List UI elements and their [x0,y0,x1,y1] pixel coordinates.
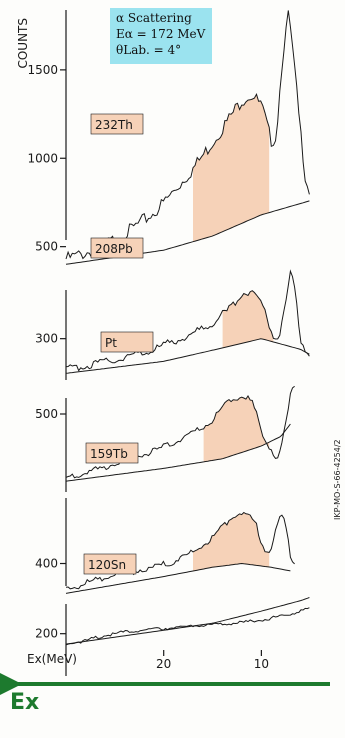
panel-2: 500 Pt [35,331,295,492]
info-line-3: θLab. = 4° [116,43,182,57]
giant-resonance-peak [203,396,270,462]
experiment-info-box: α Scattering Eα = 172 MeV θLab. = 4° [110,8,212,64]
x-tick-label: 10 [254,657,269,671]
nucleus-label-box [90,113,144,135]
y-tick-label: 400 [35,557,58,571]
spectrum-curve [65,607,310,646]
spectrum-curve [65,511,295,590]
nucleus-label-box [85,442,139,464]
y-tick-label: 200 [35,627,58,641]
y-tick-label: 500 [35,240,58,254]
ex-axis-symbol: Ex [10,690,40,715]
giant-resonance-peak [222,290,274,348]
giant-resonance-peak [193,94,270,242]
x-axis-label: Ex(MeV) [27,652,77,666]
nucleus-label: Pt [105,336,117,350]
x-axis: 20 10 [156,650,269,671]
spectrum-curve [65,269,310,372]
nucleus-label-box [90,237,144,259]
info-line-1: α Scattering [116,11,192,25]
y-tick-label: 1000 [27,151,58,165]
giant-resonance-peak [193,512,270,571]
background-curve [65,423,291,482]
y-axis-label: COUNTS [16,18,30,69]
background-curve [65,597,310,645]
background-curve [65,338,310,374]
nucleus-label: 159Tb [90,447,128,461]
y-tick-label: 1500 [27,63,58,77]
background-curve [65,200,310,265]
y-tick-label: 500 [35,407,58,421]
spectrum-curve [65,385,295,479]
panel-3: 400 159Tb [35,442,295,594]
info-line-2: Eα = 172 MeV [116,27,206,41]
nucleus-label: 120Sn [88,558,126,572]
panel-0: 500 1000 1500 232Th [27,10,310,265]
y-tick-label: 300 [35,332,58,346]
nucleus-label-box [83,553,137,575]
nucleus-label: 208Pb [95,242,133,256]
x-tick-label: 20 [156,657,171,671]
background-curve [65,562,291,594]
nucleus-label: 232Th [95,118,133,132]
spectra-panels: 500 1000 1500 232Th 300 208Pb 500 Pt 400 159Tb 200… [27,10,310,676]
panel-4: 200 120Sn [35,553,310,676]
figure-code: IKP-MO-S-66-4254/2 [333,439,342,520]
nucleus-label-box [100,331,154,353]
panel-1: 300 208Pb [35,237,310,380]
